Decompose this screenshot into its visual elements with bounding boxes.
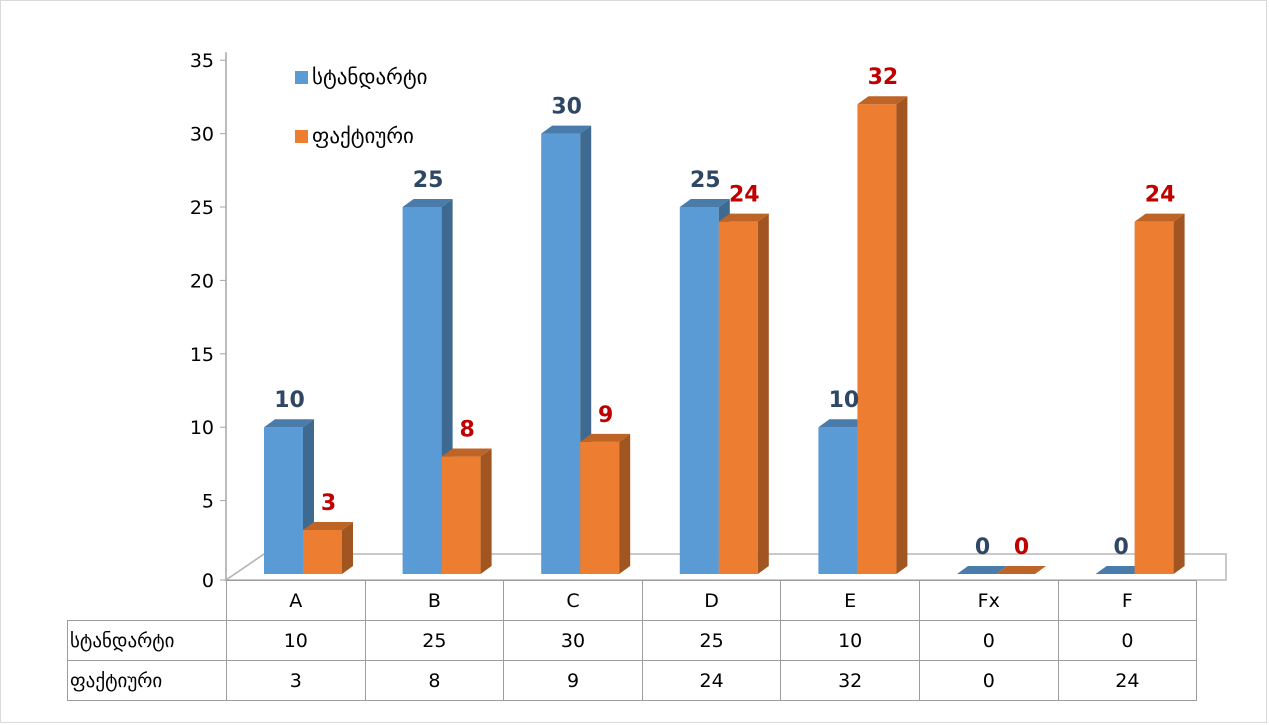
legend-swatch-series-2 [295,129,308,143]
data-table-cell-F-series-1: 0 [1057,620,1198,661]
data-label-F-series-2: 24 [1145,183,1176,208]
y-tick-label: 5 [202,491,214,513]
data-table-cell-A-series-2: 3 [226,660,366,701]
data-label-C-series-2: 9 [598,403,613,428]
bar-top-D-series-2 [718,213,769,222]
data-label-D-series-1: 25 [690,168,721,193]
chart-legend: სტანდარტი ფაქტიური [295,62,428,180]
y-tick-label: 20 [190,270,214,292]
bar-A-series-1 [264,427,303,574]
data-table-cell-E-series-2: 32 [780,660,920,701]
legend-label-series-1: სტანდარტი [312,65,428,89]
data-label-F-series-1: 0 [1113,535,1128,560]
data-table-cell-C-series-2: 9 [503,660,643,701]
data-label-E-series-2: 32 [868,65,899,90]
chart-floor-edge [225,553,265,581]
bar-top-Fx-series-1 [957,566,1007,574]
y-tick-label: 10 [190,417,214,439]
bar-top-F-series-1 [1095,566,1146,574]
data-table-category-C: C [503,580,643,621]
bar-top-C-series-1 [541,125,592,134]
bar-top-A-series-1 [264,419,314,428]
data-table-category-A: A [226,580,366,621]
data-table-cell-Fx-series-1: 0 [918,620,1059,661]
data-label-A-series-2: 3 [321,491,336,516]
data-label-E-series-1: 10 [829,388,860,413]
bar-A-series-2 [303,529,342,574]
bar-B-series-1 [402,207,442,574]
bar-top-B-series-1 [402,199,453,207]
data-table-series-label-1: სტანდარტი [67,620,227,661]
data-table-cell-D-series-2: 24 [641,660,782,701]
bar-top-A-series-2 [303,521,353,530]
bar-side-F-series-2 [1173,213,1185,574]
data-label-B-series-2: 8 [459,418,474,443]
data-table-category-B: B [364,580,505,621]
data-table-cell-B-series-2: 8 [364,660,505,701]
bar-side-C-series-2 [619,433,631,574]
data-label-Fx-series-2: 0 [1014,535,1029,560]
bar-B-series-2 [441,456,481,574]
legend-label-series-2: ფაქტიური [312,124,414,148]
data-table-cell-E-series-1: 10 [780,620,920,661]
bar-top-F-series-2 [1134,213,1185,222]
bar-top-B-series-2 [441,448,492,457]
data-label-D-series-2: 24 [729,183,760,208]
y-tick-label: 35 [190,50,214,72]
data-table-cell-F-series-2: 24 [1057,660,1198,701]
data-table-row-series-2: ფაქტიური 3 8 9 24 32 0 24 [67,660,1198,701]
bar-top-E-series-1 [818,419,869,428]
data-table-header-row: A B C D E Fx F [68,580,1198,621]
data-label-Fx-series-1: 0 [975,535,990,560]
y-tick-label: 15 [190,344,214,366]
data-table-cell-B-series-1: 25 [364,620,505,661]
y-tick-label: 0 [202,570,214,592]
bar-top-C-series-2 [580,433,631,442]
data-table-cell-C-series-1: 30 [503,620,643,661]
chart-data-table: A B C D E Fx F სტანდარტი 10 25 30 25 10 0 0 ფაქტიური 3… [67,580,1198,701]
legend-swatch-series-1 [295,70,308,84]
bar-C-series-2 [580,441,620,574]
data-label-C-series-1: 30 [551,95,582,120]
y-tick-label: 30 [190,124,214,146]
bar-D-series-2 [718,221,758,574]
bar-E-series-1 [818,427,858,574]
data-table-category-D: D [641,580,782,621]
bar-F-series-2 [1134,221,1174,574]
data-table-cell-A-series-1: 10 [226,620,366,661]
legend-item-series-1: სტანდარტი [295,62,428,92]
data-table-category-E: E [780,580,920,621]
legend-item-series-2: ფაქტიური [295,121,428,151]
bar-side-B-series-2 [480,448,492,574]
bar-E-series-2 [857,104,897,575]
chart-bars [264,96,1185,575]
data-table-cell-Fx-series-2: 0 [918,660,1059,701]
bar-side-D-series-2 [757,213,769,574]
bar-top-E-series-2 [857,96,908,105]
bar-C-series-1 [541,133,581,574]
data-table-category-Fx: Fx [918,580,1059,621]
data-table-series-label-2: ფაქტიური [67,660,227,701]
data-table-corner [68,581,227,621]
data-table-row-series-1: სტანდარტი 10 25 30 25 10 0 0 [67,620,1198,661]
bar-side-E-series-2 [896,96,908,575]
y-tick-label: 25 [190,197,214,219]
bar-side-A-series-2 [342,521,353,574]
data-table-category-F: F [1057,580,1198,621]
bar-top-D-series-1 [679,199,730,207]
bar-D-series-1 [679,207,719,574]
bar-top-Fx-series-2 [996,566,1046,574]
data-table-cell-D-series-1: 25 [641,620,782,661]
data-label-B-series-1: 25 [413,168,444,193]
data-label-A-series-1: 10 [274,388,305,413]
